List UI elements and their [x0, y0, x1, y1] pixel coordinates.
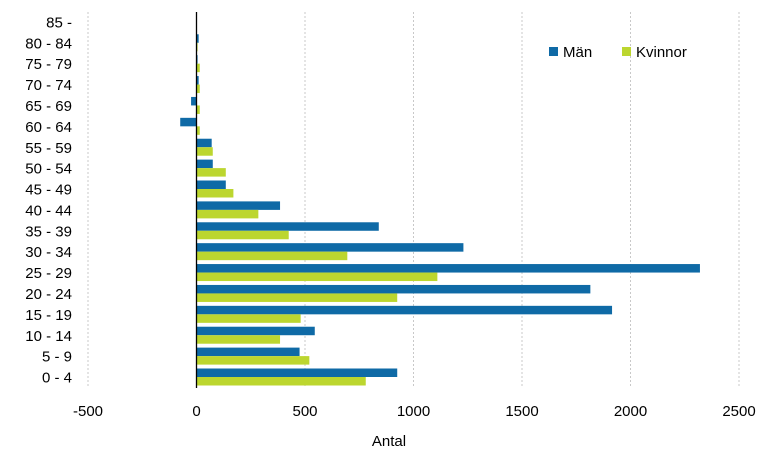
y-tick-label: 15 - 19 — [25, 307, 72, 324]
bar-men — [196, 201, 281, 210]
y-tick-label: 25 - 29 — [25, 265, 72, 282]
bar-women — [196, 147, 213, 156]
bar-women — [196, 335, 281, 344]
x-tick-label: 2500 — [722, 403, 755, 420]
bar-women — [196, 377, 366, 386]
bar-men — [180, 117, 197, 127]
x-tick-label: -500 — [73, 403, 103, 420]
y-tick-label: 80 - 84 — [25, 35, 72, 52]
bar-women — [196, 272, 438, 282]
bar-men — [196, 264, 700, 273]
y-tick-label: 55 - 59 — [25, 140, 72, 157]
y-tick-label: 5 - 9 — [42, 349, 72, 366]
bars — [180, 34, 700, 386]
bar-women — [196, 209, 259, 219]
bar-men — [196, 222, 379, 231]
y-tick-label: 10 - 14 — [25, 328, 72, 345]
y-tick-labels: 0 - 4 5 - 9 10 - 14 15 - 19 20 - 24 25 - 29 30… — [25, 14, 72, 386]
bar-men — [196, 180, 226, 189]
x-tick-label: 2000 — [614, 403, 647, 420]
bar-women — [196, 293, 398, 302]
legend-label-women: Kvinnor — [636, 44, 687, 61]
x-tick-labels: -500 0 500 1000 1500 2000 2500 — [73, 403, 756, 420]
bar-men — [191, 96, 197, 106]
bar-women — [196, 230, 289, 240]
y-tick-label: 60 - 64 — [25, 119, 72, 136]
y-tick-label: 85 - — [46, 14, 72, 31]
legend-label-men: Män — [563, 44, 592, 61]
bar-women — [196, 63, 200, 73]
gridlines — [87, 12, 740, 388]
x-axis-title: Antal — [372, 433, 406, 450]
bar-women — [196, 126, 200, 135]
bar-women — [196, 189, 234, 198]
bar-women — [196, 314, 301, 323]
bar-men — [196, 34, 199, 43]
y-tick-label: 20 - 24 — [25, 286, 72, 303]
y-tick-label: 0 - 4 — [42, 370, 72, 387]
y-tick-label: 30 - 34 — [25, 244, 72, 261]
y-tick-label: 65 - 69 — [25, 98, 72, 115]
bar-women — [196, 251, 348, 261]
bar-men — [196, 368, 398, 377]
legend-swatch-women — [622, 47, 631, 56]
y-tick-label: 50 - 54 — [25, 161, 72, 178]
bar-men — [196, 138, 212, 148]
bar-men — [196, 243, 464, 252]
y-tick-label: 40 - 44 — [25, 202, 72, 219]
bar-men — [196, 159, 213, 169]
y-tick-label: 35 - 39 — [25, 223, 72, 240]
legend-swatch-men — [549, 47, 558, 56]
bar-men — [196, 326, 315, 336]
bar-men — [196, 76, 199, 85]
legend: Män Kvinnor — [549, 44, 687, 61]
bar-women — [196, 84, 200, 94]
bar-women — [196, 356, 310, 365]
bar-men — [196, 284, 591, 294]
y-tick-label: 70 - 74 — [25, 77, 72, 94]
bar-women — [196, 168, 226, 177]
bar-men — [196, 347, 300, 357]
y-tick-label: 75 - 79 — [25, 56, 72, 73]
x-tick-label: 1000 — [397, 403, 430, 420]
x-tick-label: 0 — [192, 403, 200, 420]
bar-women — [196, 105, 200, 114]
bar-men — [196, 305, 613, 315]
y-tick-label: 45 - 49 — [25, 182, 72, 199]
x-tick-label: 1500 — [505, 403, 538, 420]
x-tick-label: 500 — [292, 403, 317, 420]
